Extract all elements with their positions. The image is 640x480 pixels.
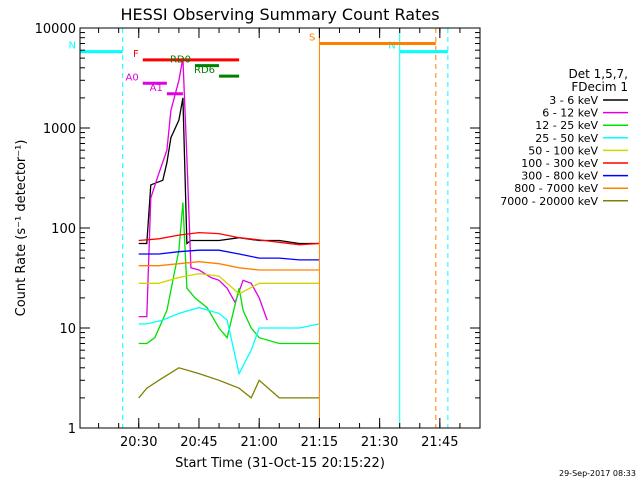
- x-tick-label-5: 21:45: [421, 435, 458, 450]
- x-axis-label: Start Time (31-Oct-15 20:15:22): [175, 456, 385, 471]
- x-tick-label-2: 21:00: [240, 435, 277, 450]
- series-line-7: [138, 261, 320, 271]
- y-tick-label-0: 1: [68, 422, 76, 437]
- legend-label-1: 6 - 12 keV: [542, 107, 598, 120]
- legend-label-5: 100 - 300 keV: [521, 157, 598, 170]
- series-line-2: [138, 202, 320, 345]
- series-line-1: [138, 57, 268, 321]
- legend-label-0: 3 - 6 keV: [549, 94, 598, 107]
- y-tick-label-4: 10000: [35, 22, 76, 37]
- series-line-3: [138, 306, 320, 376]
- chart-title: HESSI Observing Summary Count Rates: [120, 5, 439, 24]
- legend-label-7: 800 - 7000 keV: [514, 182, 598, 195]
- x-tick-label-1: 20:45: [180, 435, 217, 450]
- legend-title-0: Det 1,5,7,: [569, 67, 629, 81]
- y-tick-label-2: 100: [51, 222, 76, 237]
- legend-label-3: 25 - 50 keV: [535, 132, 598, 145]
- series-line-8: [138, 367, 320, 399]
- x-tick-label-0: 20:30: [120, 435, 157, 450]
- flag-label-5: RD6: [194, 65, 215, 76]
- timestamp: 29-Sep-2017 08:33: [559, 469, 636, 478]
- flag-label-7: A1: [150, 83, 163, 94]
- flag-label-6: A0: [126, 72, 139, 83]
- legend-label-4: 50 - 100 keV: [528, 144, 598, 157]
- series-line-5: [138, 231, 320, 246]
- y-tick-label-3: 1000: [43, 122, 76, 137]
- y-tick-label-1: 10: [59, 322, 76, 337]
- series-line-4: [138, 272, 320, 295]
- legend-label-6: 300 - 800 keV: [521, 170, 598, 183]
- series-layer: [138, 57, 320, 399]
- legend-label-2: 12 - 25 keV: [535, 119, 598, 132]
- flag-label-4: RD0: [170, 55, 191, 66]
- plot-frame: [79, 27, 481, 429]
- series-line-6: [138, 249, 320, 261]
- flag-label-0: N: [69, 41, 76, 52]
- y-axis-label: Count Rate (s⁻¹ detector⁻¹): [14, 140, 29, 317]
- flag-label-3: S: [309, 32, 315, 43]
- flag-label-1: N: [388, 41, 395, 52]
- axes-layer: 1 10 100 1000 10000 20:30 20:45 21:00 21:15 21:30…: [35, 22, 481, 450]
- series-line-0: [138, 97, 320, 245]
- x-tick-label-3: 21:15: [301, 435, 338, 450]
- flag-label-2: F: [133, 49, 139, 60]
- x-tick-label-4: 21:30: [361, 435, 398, 450]
- legend-label-8: 7000 - 20000 keV: [500, 195, 598, 208]
- legend-title-1: FDecim 1: [571, 80, 628, 94]
